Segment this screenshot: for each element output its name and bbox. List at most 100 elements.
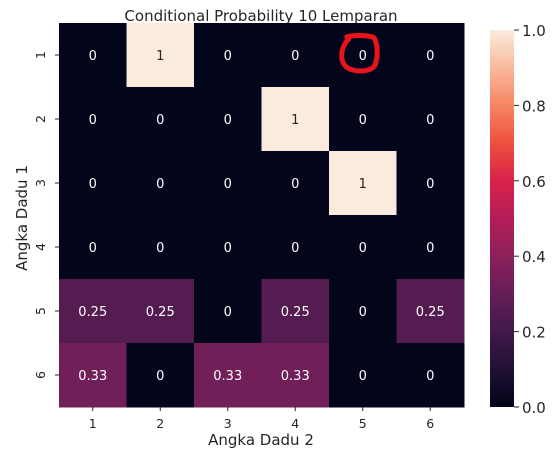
cell-value-r4-c6: 0 <box>426 241 434 256</box>
colorbar-tick-label: 0.2 <box>522 324 546 342</box>
x-tick-label: 5 <box>359 416 367 431</box>
colorbar-tick-label: 0.8 <box>522 97 546 115</box>
cell-value-r4-c2: 0 <box>156 241 164 256</box>
cell-value-r1-c4: 0 <box>291 49 299 64</box>
heatmap-cell-r1-c4 <box>261 23 330 88</box>
cell-value-r2-c3: 0 <box>224 113 232 128</box>
y-tick-label: 1 <box>33 51 48 59</box>
heatmap-cell-r6-c2 <box>126 343 195 408</box>
cell-value-r3-c4: 0 <box>291 177 299 192</box>
highlight-circle <box>339 33 380 74</box>
heatmap-cell-r4-c2 <box>126 215 195 280</box>
heatmap-cell-r2-c3 <box>194 87 262 152</box>
cell-value-r4-c3: 0 <box>224 241 232 256</box>
heatmap-cell-r2-c5 <box>329 87 397 152</box>
cell-value-r6-c3: 0.33 <box>213 369 242 384</box>
heatmap-cell-r5-c6 <box>396 279 465 344</box>
colorbar: 0.0 0.2 0.4 0.6 0.8 1.0 <box>490 22 546 417</box>
heatmap-cell-r1-c1 <box>59 23 127 88</box>
heatmap-cell-r3-c5 <box>329 151 397 216</box>
heatmap-cell-r2-c2 <box>126 87 195 152</box>
heatmap-cell-r3-c4 <box>261 151 330 216</box>
cell-value-r4-c5: 0 <box>359 241 367 256</box>
heatmap-cell-r5-c3 <box>194 279 262 344</box>
heatmap-cell-r6-c6 <box>396 343 465 408</box>
cell-value-r5-c6: 0.25 <box>416 305 445 320</box>
cell-value-r2-c6: 0 <box>426 113 434 128</box>
heatmap-cell-r6-c3 <box>194 343 262 408</box>
heatmap-annotations: 0 1 0 0 0 0 0 0 0 1 0 0 0 0 0 0 1 0 0 0 0 0 0 0 0.25 0.25 0 0.25 0 0.… <box>78 49 444 384</box>
colorbar-tick-label: 0.0 <box>522 399 546 417</box>
colorbar-tick-label: 0.6 <box>522 173 546 191</box>
cell-value-r2-c5: 0 <box>359 113 367 128</box>
x-tick-labels: 1 2 3 4 5 6 <box>89 407 434 431</box>
x-tick-label: 3 <box>224 416 232 431</box>
cell-value-r3-c6: 0 <box>426 177 434 192</box>
cell-value-r5-c2: 0.25 <box>146 305 175 320</box>
y-tick-labels: 1 2 3 4 5 6 <box>33 51 59 379</box>
cell-value-r2-c2: 0 <box>156 113 164 128</box>
cell-value-r6-c2: 0 <box>156 369 164 384</box>
y-tick-label: 2 <box>33 115 48 123</box>
heatmap-cell-r2-c1 <box>59 87 127 152</box>
heatmap-cell-r3-c2 <box>126 151 195 216</box>
heatmap-cell-r6-c5 <box>329 343 397 408</box>
cell-value-r2-c4: 1 <box>291 113 299 128</box>
heatmap-cell-r3-c6 <box>396 151 465 216</box>
y-tick-label: 3 <box>33 179 48 187</box>
y-axis-label: Angka Dadu 1 <box>13 165 31 271</box>
highlight-annotation <box>339 33 380 74</box>
y-tick-label: 5 <box>33 307 48 315</box>
y-tick-label: 6 <box>33 371 48 379</box>
cell-value-r2-c1: 0 <box>89 113 97 128</box>
heatmap-cell-r4-c1 <box>59 215 127 280</box>
heatmap-cell-r6-c1 <box>59 343 127 408</box>
y-tick-label: 4 <box>33 243 48 251</box>
cell-value-r4-c1: 0 <box>89 241 97 256</box>
heatmap-cell-r4-c6 <box>396 215 465 280</box>
heatmap-cell-r4-c4 <box>261 215 330 280</box>
heatmap-cells <box>59 23 465 408</box>
x-tick-label: 2 <box>156 416 164 431</box>
heatmap-cell-r4-c3 <box>194 215 262 280</box>
heatmap-cell-r5-c5 <box>329 279 397 344</box>
heatmap-cell-r2-c6 <box>396 87 465 152</box>
cell-value-r6-c1: 0.33 <box>78 369 107 384</box>
colorbar-tick-label: 0.4 <box>522 248 546 266</box>
cell-value-r6-c5: 0 <box>359 369 367 384</box>
cell-value-r5-c3: 0 <box>224 305 232 320</box>
heatmap-cell-r1-c6 <box>396 23 465 88</box>
heatmap-cell-r5-c2 <box>126 279 195 344</box>
cell-value-r1-c2: 1 <box>156 49 164 64</box>
cell-value-r5-c4: 0.25 <box>281 305 310 320</box>
x-tick-label: 6 <box>426 416 434 431</box>
heatmap-cell-r5-c4 <box>261 279 330 344</box>
cell-value-r4-c4: 0 <box>291 241 299 256</box>
x-axis-label: Angka Dadu 2 <box>208 431 314 449</box>
cell-value-r1-c5: 0 <box>359 49 367 64</box>
cell-value-r3-c1: 0 <box>89 177 97 192</box>
heatmap-cell-r3-c3 <box>194 151 262 216</box>
cell-value-r5-c5: 0 <box>359 305 367 320</box>
cell-value-r3-c5: 1 <box>359 177 367 192</box>
x-tick-label: 1 <box>89 416 97 431</box>
heatmap-cell-r5-c1 <box>59 279 127 344</box>
colorbar-gradient <box>490 30 514 407</box>
chart-title: Conditional Probability 10 Lemparan <box>124 7 397 25</box>
cell-value-r6-c4: 0.33 <box>281 369 310 384</box>
heatmap-cell-r1-c3 <box>194 23 262 88</box>
heatmap-cell-r2-c4 <box>261 87 330 152</box>
colorbar-tick-label: 1.0 <box>522 22 546 40</box>
heatmap-cell-r4-c5 <box>329 215 397 280</box>
heatmap-cell-r1-c2 <box>126 23 195 88</box>
cell-value-r1-c3: 0 <box>224 49 232 64</box>
cell-value-r3-c2: 0 <box>156 177 164 192</box>
cell-value-r1-c1: 0 <box>89 49 97 64</box>
cell-value-r6-c6: 0 <box>426 369 434 384</box>
heatmap-cell-r3-c1 <box>59 151 127 216</box>
heatmap-cell-r6-c4 <box>261 343 330 408</box>
x-tick-label: 4 <box>291 416 299 431</box>
cell-value-r1-c6: 0 <box>426 49 434 64</box>
cell-value-r5-c1: 0.25 <box>78 305 107 320</box>
